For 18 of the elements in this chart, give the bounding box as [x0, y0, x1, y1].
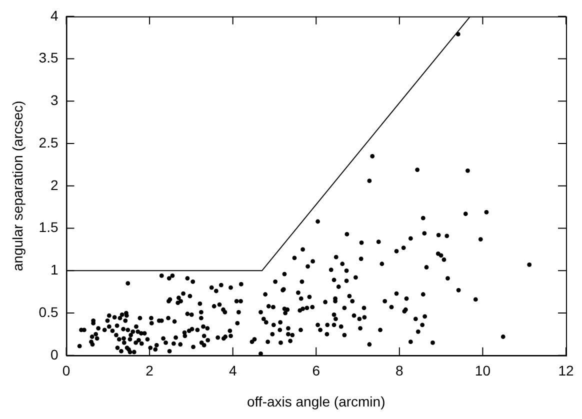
x-tick-label: 4 [228, 362, 237, 379]
y-axis-title: angular separation (arcsec) [9, 100, 26, 272]
y-tick-label: 0.5 [38, 304, 58, 320]
x-tick-label: 0 [62, 362, 70, 379]
x-tick-label: 10 [474, 362, 491, 379]
x-axis-title: off-axis angle (arcmin) [247, 393, 386, 410]
x-tick-label: 12 [558, 362, 574, 379]
y-tick-label: 2.5 [38, 134, 58, 150]
y-tick-label: 1 [50, 262, 58, 278]
y-tick-label: 4 [50, 7, 58, 24]
x-tick-label: 2 [146, 362, 154, 379]
y-tick-label: 3.5 [38, 50, 58, 66]
y-tick-label: 0 [50, 346, 58, 362]
x-tick-label: 6 [312, 362, 320, 379]
y-tick-label: 2 [50, 176, 58, 193]
y-tick-label: 1.5 [38, 219, 58, 236]
y-tick-label: 3 [50, 92, 58, 108]
x-tick-label: 8 [396, 362, 404, 379]
